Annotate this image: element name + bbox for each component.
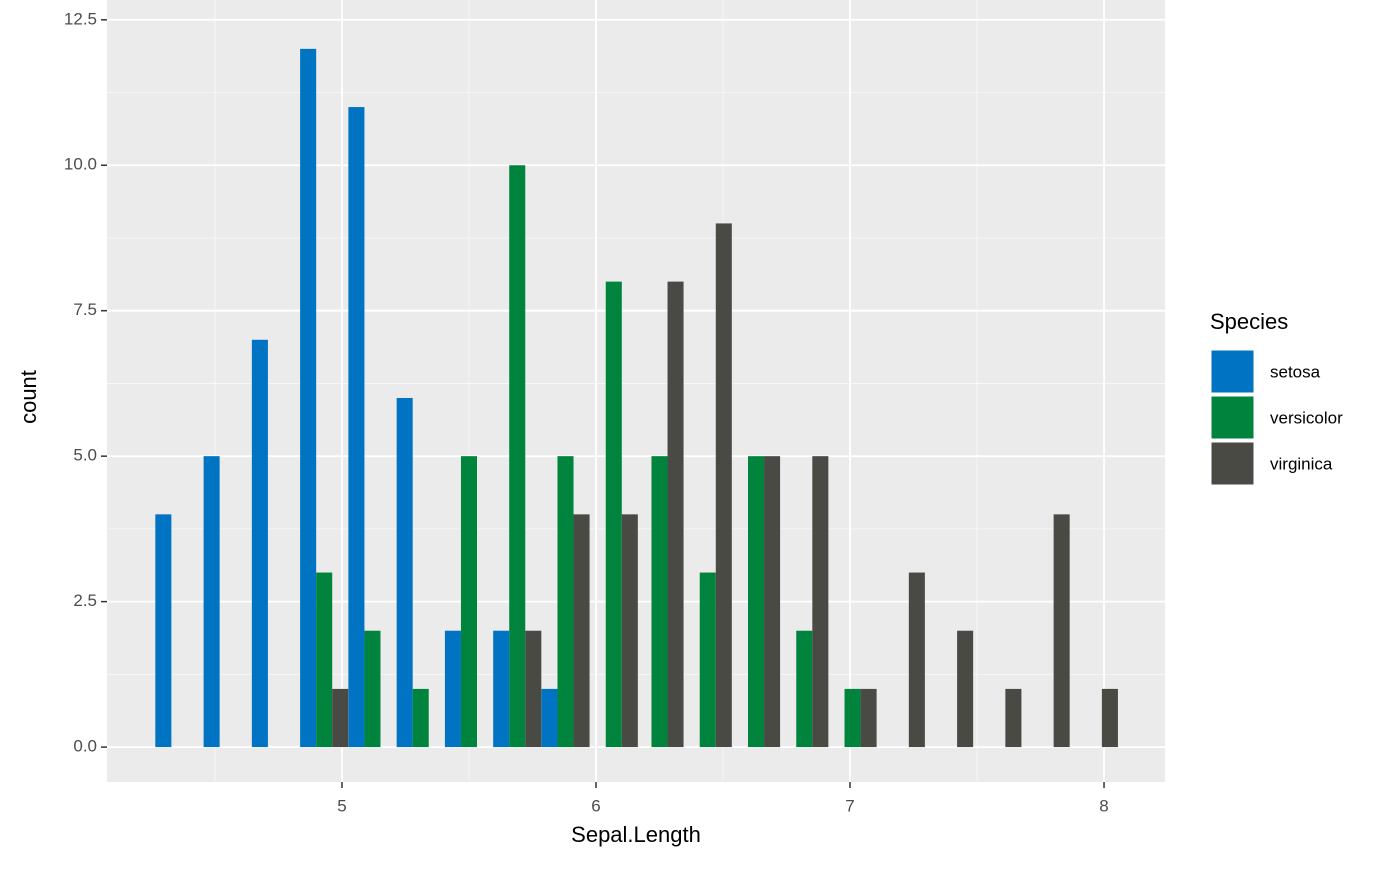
bar [1101, 688, 1118, 748]
bar [541, 688, 558, 748]
bar [605, 281, 622, 748]
bar [699, 572, 716, 748]
bar [396, 397, 413, 748]
bar [203, 456, 220, 748]
bars [155, 48, 1118, 748]
bar [412, 688, 429, 748]
bar [651, 456, 668, 748]
bar [908, 572, 925, 748]
bar [348, 107, 365, 748]
axes: 0.0 2.5 5.0 7.5 10.0 12.5 5 6 7 8 [64, 9, 1109, 815]
legend-label: setosa [1270, 362, 1321, 381]
x-tick-label: 8 [1099, 796, 1108, 815]
bar [1005, 688, 1022, 748]
y-tick-label: 10.0 [64, 155, 97, 174]
x-tick-label: 5 [337, 796, 346, 815]
bar [493, 630, 510, 748]
bar [332, 688, 349, 748]
y-tick-label: 2.5 [73, 591, 97, 610]
legend: Species setosa versicolor virginica [1210, 309, 1343, 486]
x-tick-label: 7 [845, 796, 854, 815]
bar [251, 339, 268, 748]
bar [557, 456, 574, 748]
x-tick-label: 6 [591, 796, 600, 815]
legend-label: virginica [1270, 454, 1333, 473]
y-tick-label: 12.5 [64, 9, 97, 28]
y-axis-title: count [16, 370, 41, 424]
bar [844, 688, 861, 748]
bar [748, 456, 765, 748]
y-tick-label: 7.5 [73, 300, 97, 319]
bar [621, 514, 638, 748]
legend-key [1210, 395, 1255, 440]
bar [764, 456, 781, 748]
bar [573, 514, 590, 748]
bar [1053, 514, 1070, 748]
bar [715, 223, 732, 748]
bar [812, 456, 829, 748]
x-axis-title: Sepal.Length [571, 822, 701, 847]
legend-key [1210, 349, 1255, 394]
y-tick-label: 5.0 [73, 446, 97, 465]
bar [155, 514, 172, 748]
bar [957, 630, 974, 748]
bar [300, 48, 317, 748]
bar [444, 630, 461, 748]
legend-key [1210, 441, 1255, 486]
bar [364, 630, 381, 748]
bar [509, 165, 526, 748]
bar [316, 572, 333, 748]
bar [860, 688, 877, 748]
bar [525, 630, 542, 748]
bar [667, 281, 684, 748]
bar [460, 456, 478, 748]
legend-title: Species [1210, 309, 1288, 334]
bar [796, 630, 813, 748]
legend-label: versicolor [1270, 408, 1343, 427]
y-tick-label: 0.0 [73, 737, 97, 756]
